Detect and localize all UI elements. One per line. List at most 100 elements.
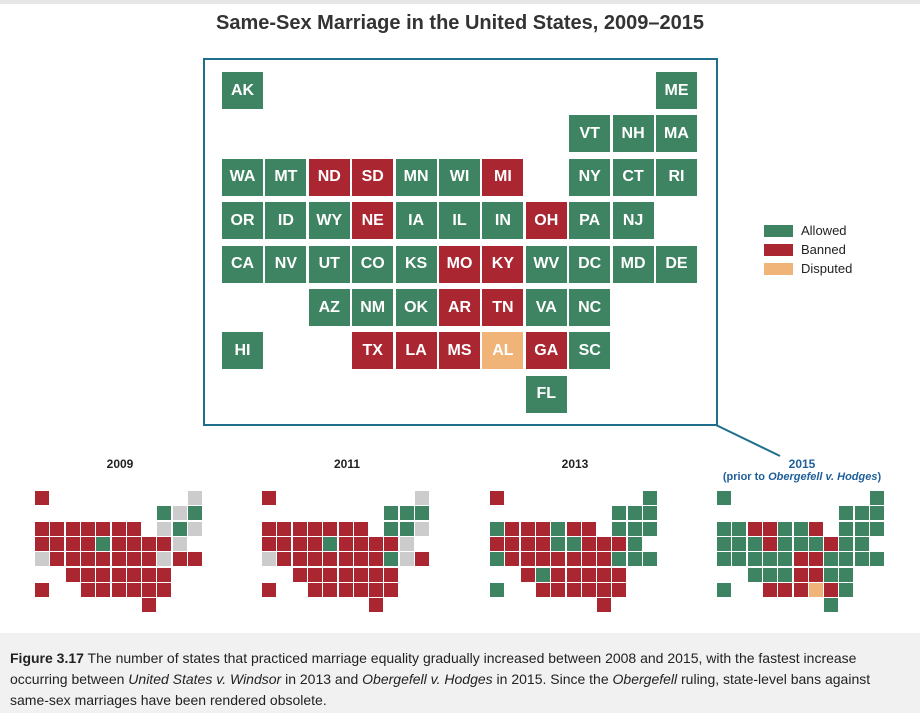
mini-tile-2013-nj <box>627 536 642 551</box>
state-tile-la: LA <box>395 332 437 370</box>
state-tile-ny: NY <box>569 158 611 196</box>
mini-tile-2013-dc <box>612 552 627 567</box>
mini-tile-2009-ca <box>35 552 49 567</box>
state-tile-ia: IA <box>395 202 437 240</box>
mini-tile-2013-or <box>490 536 504 551</box>
mini-tile-2009-de <box>188 552 202 567</box>
mini-tile-2015-sd <box>762 521 777 536</box>
state-tile-va: VA <box>525 289 567 326</box>
state-tile-ma: MA <box>656 115 697 153</box>
mini-tile-2011-tx <box>307 582 322 597</box>
mini-tile-2009-ks <box>96 552 111 567</box>
mini-tile-2013-ne <box>535 536 550 551</box>
mini-tile-2011-wa <box>262 521 276 536</box>
caption-part: in 2013 and <box>281 671 363 687</box>
mini-tile-2009-wa <box>35 521 49 536</box>
mini-tile-2009-mo <box>111 552 126 567</box>
mini-tile-2011-me <box>415 491 429 505</box>
mini-tile-2015-nm <box>762 567 777 582</box>
mini-tile-2015-me <box>870 491 884 505</box>
mini-tile-2013-sc <box>612 582 627 597</box>
state-tile-mi: MI <box>482 158 524 196</box>
mini-tile-2013-nd <box>520 521 535 536</box>
mini-tile-2013-hi <box>490 582 504 597</box>
mini-tile-2013-al <box>581 582 596 597</box>
mini-tile-2015-mt <box>732 521 747 536</box>
mini-tile-2015-co <box>762 552 777 567</box>
mini-map-label-2011: 2011 <box>333 457 361 471</box>
mini-tile-2011-mo <box>338 552 353 567</box>
sublabel-suffix: ) <box>877 471 882 483</box>
mini-tile-2011-va <box>369 567 384 582</box>
mini-tile-2015-nj <box>854 536 869 551</box>
mini-tile-2009-wi <box>111 521 126 536</box>
mini-tile-2013-ks <box>551 552 566 567</box>
mini-tile-2015-ga <box>824 582 839 597</box>
mini-tile-2013-nc <box>612 567 627 582</box>
mini-tile-2011-in <box>353 536 368 551</box>
mini-tile-2011-ak <box>262 491 276 505</box>
mini-tile-2015-ar <box>793 567 808 582</box>
state-tile-wy: WY <box>308 202 350 240</box>
state-tile-oh: OH <box>525 202 567 240</box>
mini-tile-2011-ny <box>384 521 399 536</box>
mini-tile-2011-mn <box>323 521 338 536</box>
mini-tile-2013-co <box>535 552 550 567</box>
mini-tile-2009-oh <box>142 536 157 551</box>
legend-swatch-disputed <box>764 262 793 275</box>
mini-tile-2009-co <box>80 552 95 567</box>
mini-tile-2009-mt <box>50 521 65 536</box>
mini-tile-2015-il <box>793 536 808 551</box>
mini-tile-2013-ny <box>612 521 627 536</box>
mini-tile-2009-la <box>96 582 111 597</box>
mini-tile-2009-mn <box>96 521 111 536</box>
mini-tile-2011-hi <box>262 582 276 597</box>
mini-tile-2009-mi <box>126 521 141 536</box>
page-title: Same-Sex Marriage in the United States, … <box>215 12 704 34</box>
mini-tile-2015-az <box>747 567 762 582</box>
mini-tile-2013-nm <box>535 567 550 582</box>
mini-tile-2015-ny <box>839 521 854 536</box>
mini-tile-2009-md <box>172 552 187 567</box>
mini-tile-2013-az <box>520 567 535 582</box>
mini-tile-2015-vt <box>839 506 854 521</box>
state-tile-wi: WI <box>439 158 480 196</box>
mini-tile-2011-ca <box>262 552 276 567</box>
mini-tile-2011-ne <box>307 536 322 551</box>
mini-tile-2015-ms <box>793 582 808 597</box>
mini-tile-2015-ky <box>808 552 823 567</box>
caption-lead: Figure 3.17 <box>10 650 84 666</box>
state-tile-id: ID <box>265 202 307 240</box>
mini-tile-2013-de <box>643 552 657 567</box>
state-tile-vt: VT <box>569 115 611 153</box>
mini-tile-2011-az <box>292 567 307 582</box>
mini-tile-2009-wv <box>142 552 157 567</box>
mini-tile-2015-wi <box>793 521 808 536</box>
mini-tile-2011-nv <box>277 552 292 567</box>
mini-tile-2013-sd <box>535 521 550 536</box>
mini-tile-2013-il <box>566 536 581 551</box>
mini-tile-2011-al <box>353 582 368 597</box>
mini-tile-2015-ct <box>854 521 869 536</box>
mini-tile-2015-nv <box>732 552 747 567</box>
mini-tile-2011-ky <box>353 552 368 567</box>
mini-tile-2015-wa <box>717 521 731 536</box>
mini-tile-2011-dc <box>384 552 399 567</box>
mini-tile-2011-ks <box>323 552 338 567</box>
mini-tile-2009-ct <box>172 521 187 536</box>
mini-tile-2013-ma <box>643 506 657 521</box>
state-tile-ar: AR <box>439 289 480 326</box>
mini-tile-2011-id <box>277 536 292 551</box>
mini-tile-2009-ky <box>126 552 141 567</box>
mini-tile-2009-tx <box>80 582 95 597</box>
sublabel-case-name: Obergefell v. Hodges <box>768 471 878 483</box>
state-tile-hi: HI <box>222 332 263 370</box>
mini-tile-2013-ct <box>627 521 642 536</box>
sublabel-prefix: (prior to <box>722 471 769 483</box>
mini-tile-2009-ia <box>96 536 111 551</box>
main-tile-map-frame <box>203 58 718 426</box>
mini-tile-2015-wv <box>824 552 839 567</box>
mini-tile-2009-wy <box>65 536 80 551</box>
state-tile-tn: TN <box>482 289 524 326</box>
state-tile-sd: SD <box>352 158 394 196</box>
